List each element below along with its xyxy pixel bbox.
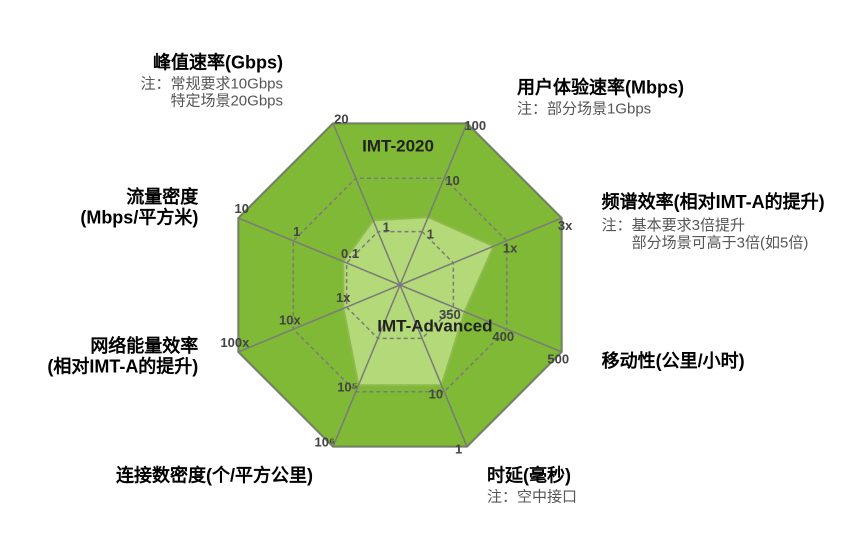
tick-label: 1x: [336, 290, 351, 305]
axis-note-7: 注：常规要求10Gbps 特定场景20Gbps: [140, 75, 283, 109]
tick-label: 1x: [503, 241, 518, 256]
series-label-IMT-Advanced: IMT-Advanced: [377, 317, 492, 336]
axis-title-1: 频谱效率(相对IMT-A的提升): [602, 191, 825, 212]
tick-label: 10: [445, 173, 459, 188]
axis-title-7: 峰值速率(Gbps): [153, 51, 283, 72]
tick-label: 100x: [220, 335, 250, 350]
tick-label: 1: [427, 227, 434, 242]
tick-label: 10x: [279, 312, 301, 327]
tick-label: 500: [547, 352, 569, 367]
tick-label: 10⁵: [337, 380, 358, 395]
tick-label: 1: [293, 224, 300, 239]
axis-title-0: 用户体验速率(Mbps): [517, 76, 684, 97]
tick-label: 20: [334, 111, 348, 126]
tick-label: 1: [383, 220, 390, 235]
axis-title-4: 连接数密度(个/平方公里): [116, 465, 313, 486]
tick-label: 1: [455, 442, 462, 457]
axis-title-3: 时延(毫秒): [487, 465, 571, 486]
series-label-IMT-2020: IMT-2020: [362, 137, 434, 156]
tick-label: 3x: [558, 218, 573, 233]
axis-note-0: 注：部分场景1Gbps: [517, 100, 651, 117]
tick-label: 100: [464, 118, 486, 133]
axis-title-2: 移动性(公里/小时): [602, 350, 745, 371]
tick-label: 10: [429, 387, 443, 402]
tick-label: 10: [235, 201, 249, 216]
tick-label: 0.1: [341, 246, 359, 261]
radar-chart: 1101001x3x35040050010110⁵10⁶1x10x100x0.1…: [0, 0, 852, 555]
tick-label: 400: [492, 329, 514, 344]
tick-label: 10⁶: [314, 435, 334, 450]
axis-note-3: 注：空中接口: [487, 489, 577, 506]
